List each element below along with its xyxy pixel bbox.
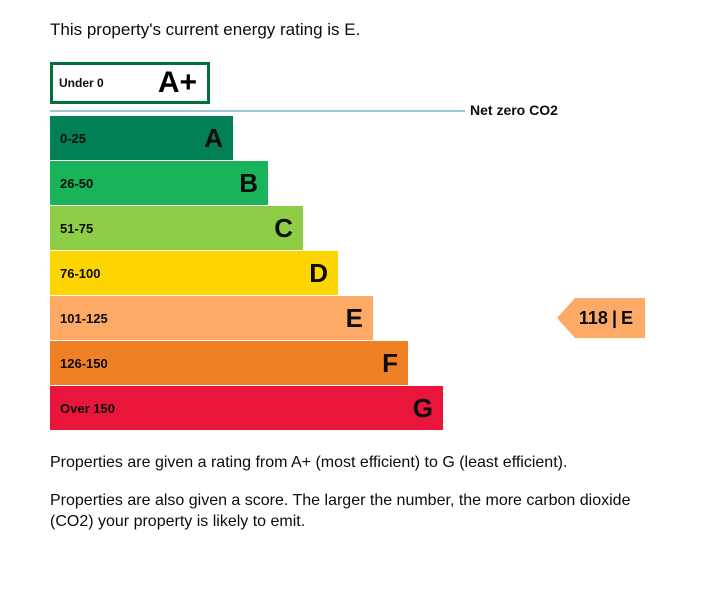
rating-separator: |	[612, 308, 617, 329]
band-row-a: 0-25 A	[50, 116, 620, 160]
band-range: 0-25	[60, 131, 86, 146]
bands-container: 0-25A26-50B51-75C76-100D101-125E118|E126…	[50, 116, 620, 430]
band-range: 126-150	[60, 356, 108, 371]
rating-marker-arrow	[557, 298, 575, 338]
band-row-g: Over 150 G	[50, 386, 620, 430]
band-b: 26-50 B	[50, 161, 268, 205]
band-range: 51-75	[60, 221, 93, 236]
band-row-e: 101-125 E 118| E	[50, 296, 620, 340]
band-c: 51-75 C	[50, 206, 303, 250]
band-range: 26-50	[60, 176, 93, 191]
band-letter: F	[382, 348, 398, 379]
band-aplus: Under 0 A+	[50, 62, 210, 104]
band-range: 101-125	[60, 311, 108, 326]
band-a: 0-25 A	[50, 116, 233, 160]
energy-rating-chart: Under 0 A+ Net zero CO2 0-25 A 26-50 B 51-75…	[50, 62, 620, 430]
rating-marker: 118|E	[557, 298, 645, 338]
intro-text: This property's current energy rating is…	[50, 20, 666, 40]
band-row-b: 26-50 B	[50, 161, 620, 205]
band-row-f: 126-150 F	[50, 341, 620, 385]
rating-score: 118	[579, 308, 608, 329]
band-letter: B	[239, 168, 258, 199]
band-e: 101-125 E	[50, 296, 373, 340]
band-range: Over 150	[60, 401, 115, 416]
band-letter: C	[274, 213, 293, 244]
band-row-d: 76-100 D	[50, 251, 620, 295]
band-d: 76-100 D	[50, 251, 338, 295]
band-letter: E	[346, 303, 363, 334]
band-range: 76-100	[60, 266, 100, 281]
band-row-c: 51-75 C	[50, 206, 620, 250]
description-2: Properties are also given a score. The l…	[50, 490, 650, 533]
netzero-line: Net zero CO2	[50, 110, 465, 112]
band-g: Over 150 G	[50, 386, 443, 430]
description-1: Properties are given a rating from A+ (m…	[50, 452, 650, 474]
band-letter: A	[204, 123, 223, 154]
band-f: 126-150 F	[50, 341, 408, 385]
rating-letter: E	[621, 308, 633, 329]
band-letter: D	[309, 258, 328, 289]
rating-marker-body: 118|E	[575, 298, 645, 338]
band-aplus-letter: A+	[158, 66, 207, 100]
band-aplus-range: Under 0	[53, 76, 158, 90]
band-letter: G	[413, 393, 433, 424]
